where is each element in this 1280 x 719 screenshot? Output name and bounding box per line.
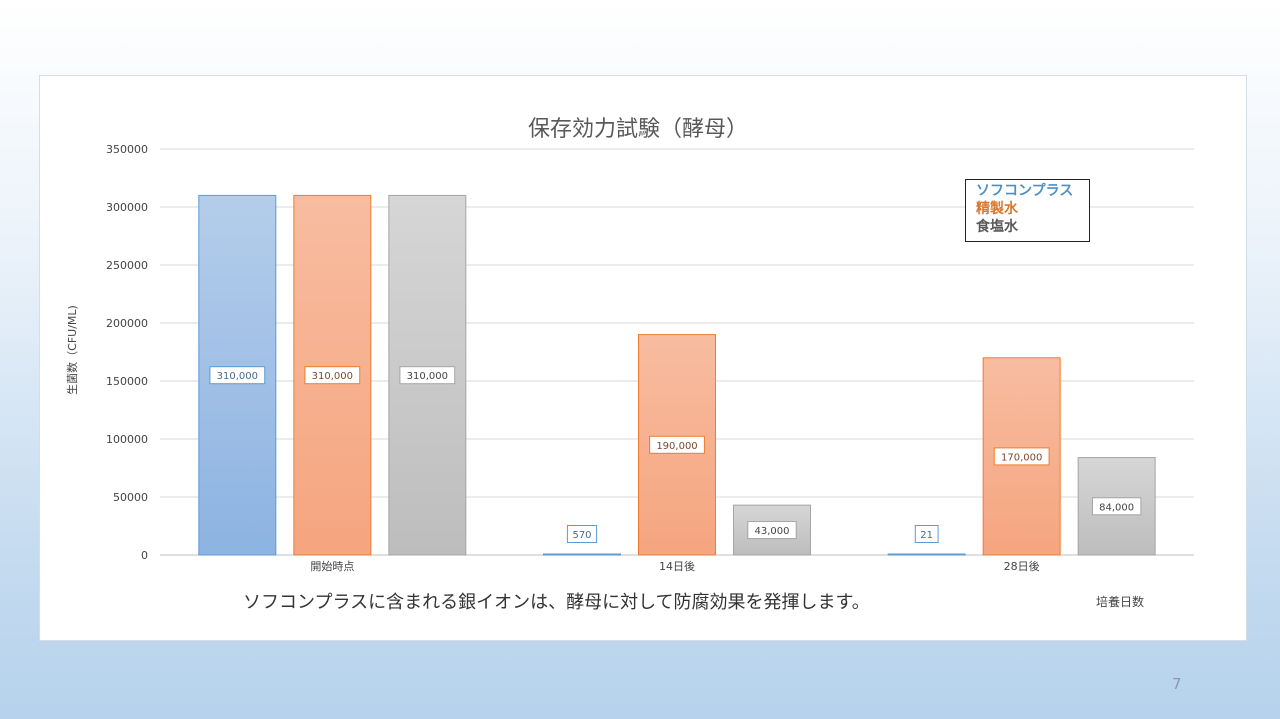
data-label: 310,000 xyxy=(312,371,353,382)
data-label-box xyxy=(993,447,1050,466)
chart-legend: ソフコンプラス 精製水食塩水 xyxy=(965,179,1090,242)
y-tick-label: 250000 xyxy=(106,259,148,272)
y-axis-label: 生菌数（CFU/ML) xyxy=(65,305,79,395)
data-label: 570 xyxy=(572,530,591,541)
x-tick-label: 14日後 xyxy=(659,559,695,573)
bar xyxy=(887,553,966,556)
x-tick-label: 開始時点 xyxy=(310,559,354,573)
data-label-box xyxy=(1091,497,1142,516)
data-label-box xyxy=(399,366,456,385)
data-label: 310,000 xyxy=(217,371,258,382)
bar xyxy=(1077,457,1156,556)
data-label: 43,000 xyxy=(755,526,790,537)
data-label-box xyxy=(747,521,797,540)
y-tick-label: 0 xyxy=(141,549,148,562)
y-tick-label: 200000 xyxy=(106,317,148,330)
data-label-box xyxy=(209,366,266,385)
data-label: 190,000 xyxy=(656,441,697,452)
bar xyxy=(543,553,621,556)
y-tick-label: 300000 xyxy=(106,201,148,214)
x-axis-label: 培養日数 xyxy=(1096,594,1144,609)
chart-title: 保存効力試験（酵母） xyxy=(528,117,748,142)
legend-entry: 食塩水 xyxy=(976,219,1018,235)
data-label-box xyxy=(649,435,705,454)
page-number: 7 xyxy=(1172,675,1182,693)
legend-entry: 精製水 xyxy=(976,201,1018,217)
data-label-box xyxy=(566,525,598,543)
data-label: 310,000 xyxy=(407,371,448,382)
data-label: 21 xyxy=(920,530,933,541)
y-tick-label: 350000 xyxy=(106,143,148,156)
data-label: 84,000 xyxy=(1099,502,1134,513)
data-label-box xyxy=(914,525,939,543)
data-label-box xyxy=(304,366,361,385)
slide-caption: ソフコンプラスに含まれる銀イオンは、酵母に対して防腐効果を発揮します。 xyxy=(243,592,870,613)
x-tick-label: 28日後 xyxy=(1004,559,1040,573)
y-tick-label: 100000 xyxy=(106,433,148,446)
y-tick-label: 50000 xyxy=(113,491,148,504)
y-tick-label: 150000 xyxy=(106,375,148,388)
data-label: 170,000 xyxy=(1001,452,1042,463)
legend-entry: ソフコンプラス xyxy=(976,183,1074,199)
